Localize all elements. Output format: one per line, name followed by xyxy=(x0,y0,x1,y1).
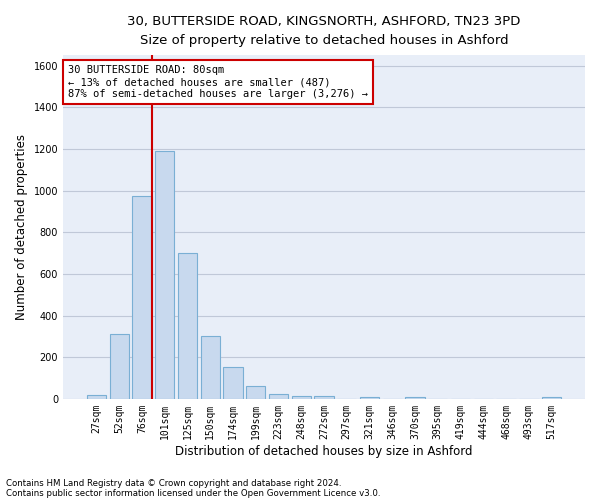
X-axis label: Distribution of detached houses by size in Ashford: Distribution of detached houses by size … xyxy=(175,444,473,458)
Text: Contains public sector information licensed under the Open Government Licence v3: Contains public sector information licen… xyxy=(6,488,380,498)
Bar xyxy=(87,394,106,399)
Bar xyxy=(110,334,129,399)
Text: 30 BUTTERSIDE ROAD: 80sqm
← 13% of detached houses are smaller (487)
87% of semi: 30 BUTTERSIDE ROAD: 80sqm ← 13% of detac… xyxy=(68,66,368,98)
Bar xyxy=(155,151,175,399)
Bar xyxy=(292,396,311,399)
Bar xyxy=(132,196,152,399)
Bar xyxy=(314,396,334,399)
Bar xyxy=(406,397,425,399)
Bar xyxy=(360,397,379,399)
Bar xyxy=(200,336,220,399)
Bar xyxy=(269,394,288,399)
Bar xyxy=(542,397,561,399)
Text: Contains HM Land Registry data © Crown copyright and database right 2024.: Contains HM Land Registry data © Crown c… xyxy=(6,478,341,488)
Bar xyxy=(246,386,265,399)
Title: 30, BUTTERSIDE ROAD, KINGSNORTH, ASHFORD, TN23 3PD
Size of property relative to : 30, BUTTERSIDE ROAD, KINGSNORTH, ASHFORD… xyxy=(127,15,521,47)
Bar xyxy=(223,366,242,399)
Bar xyxy=(178,253,197,399)
Y-axis label: Number of detached properties: Number of detached properties xyxy=(15,134,28,320)
